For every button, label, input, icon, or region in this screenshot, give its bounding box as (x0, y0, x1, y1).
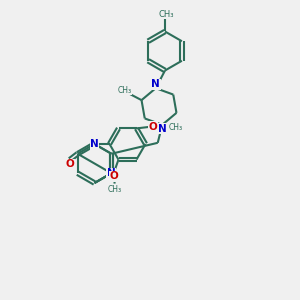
Text: N: N (90, 139, 99, 149)
Text: O: O (148, 122, 158, 132)
Text: CH₃: CH₃ (118, 86, 132, 95)
Text: N: N (152, 79, 160, 89)
Text: O: O (110, 171, 118, 181)
Text: N: N (158, 124, 167, 134)
Text: CH₃: CH₃ (107, 185, 122, 194)
Text: N: N (107, 168, 116, 178)
Text: O: O (65, 159, 74, 169)
Text: CH₃: CH₃ (159, 10, 174, 19)
Text: CH₃: CH₃ (169, 123, 183, 132)
